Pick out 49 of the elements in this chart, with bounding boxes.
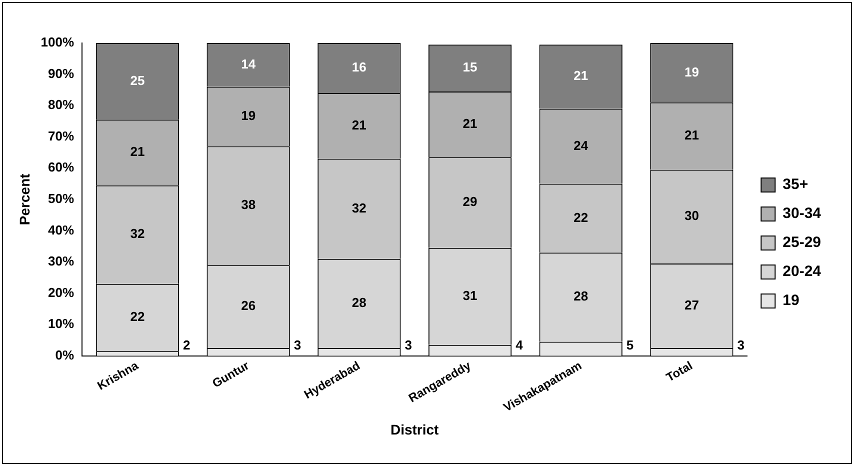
data-label: 16: [352, 60, 366, 75]
y-tick-label: 80%: [48, 97, 74, 112]
y-tick-label: 70%: [48, 128, 74, 144]
y-tick-label: 0%: [55, 347, 74, 362]
data-label: 30: [684, 208, 699, 224]
y-tick-label: 10%: [48, 316, 74, 332]
data-label: 19: [241, 108, 256, 124]
y-tick-label: 90%: [48, 66, 74, 81]
y-tick-label: 100%: [40, 34, 74, 50]
data-label: 21: [684, 128, 699, 143]
data-label: 3: [294, 337, 302, 352]
data-label: 22: [574, 210, 588, 225]
data-label: 4: [516, 337, 524, 352]
legend-label: 25-29: [782, 234, 822, 252]
data-label: 21: [462, 116, 478, 131]
x-tick-label: Total: [664, 358, 695, 384]
legend-label: 20-24: [782, 263, 822, 280]
y-tick-label: 50%: [48, 190, 74, 206]
data-label: 38: [241, 197, 256, 212]
legend-label: 30-34: [782, 205, 822, 222]
data-label: 26: [241, 298, 256, 314]
data-label: 32: [130, 226, 145, 242]
data-label: 22: [130, 309, 145, 324]
data-label: 25: [130, 72, 145, 88]
y-tick-label: 60%: [48, 160, 74, 175]
data-label: 2: [183, 337, 190, 352]
data-label: 21: [130, 144, 145, 160]
data-label: 14: [241, 56, 256, 72]
y-tick-label: 40%: [48, 222, 74, 238]
y-tick-label: 20%: [48, 284, 74, 300]
data-label: 29: [462, 194, 478, 210]
data-label: 21: [352, 117, 366, 132]
data-label: 32: [352, 200, 366, 216]
data-label: 28: [352, 295, 366, 310]
legend-label: 35+: [782, 176, 808, 194]
legend-label: 19: [782, 292, 800, 310]
data-label: 27: [684, 297, 699, 312]
data-label: 31: [462, 288, 478, 303]
data-label: 15: [462, 60, 478, 75]
data-label: 19: [684, 64, 699, 80]
data-label: 28: [574, 288, 588, 304]
data-label: 21: [574, 68, 588, 84]
data-label: 3: [737, 337, 745, 352]
x-axis-title: District: [390, 421, 440, 438]
data-label: 5: [626, 337, 634, 352]
data-label: 24: [574, 138, 589, 153]
y-axis-title: Percent: [16, 173, 32, 226]
y-tick-label: 30%: [48, 254, 74, 269]
data-label: 3: [404, 337, 412, 352]
